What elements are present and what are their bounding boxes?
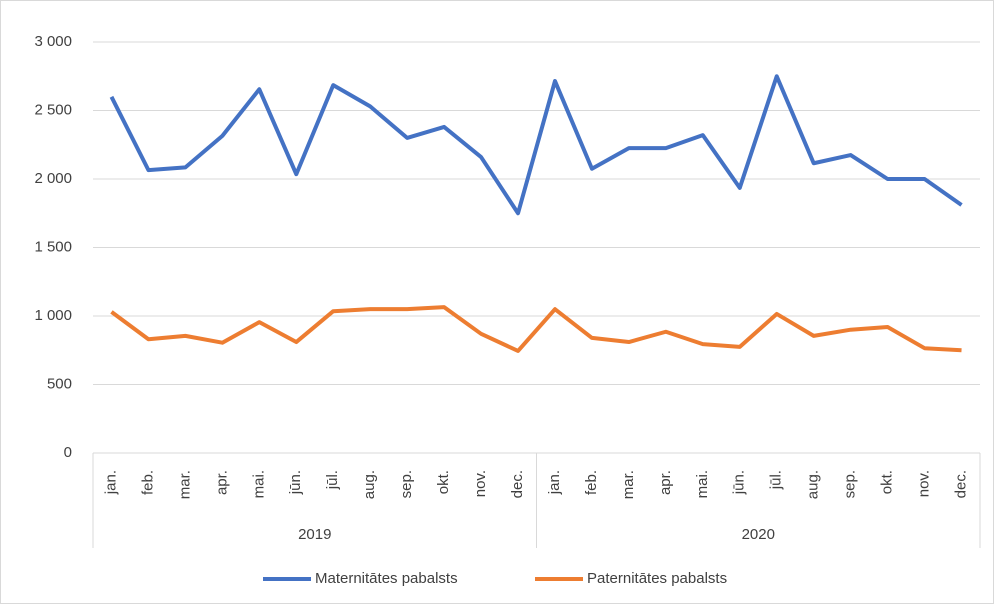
x-tick-label: sep.	[842, 470, 859, 498]
y-tick-label: 1 000	[34, 307, 72, 324]
x-tick-label: mai.	[694, 470, 711, 498]
x-tick-label: mar.	[620, 470, 637, 499]
line-series	[110, 305, 962, 353]
x-tick-label: jan.	[546, 470, 563, 495]
x-tick-label: aug.	[805, 470, 822, 499]
x-tick-label: okt.	[435, 470, 452, 494]
x-tick-label: mai.	[250, 470, 267, 498]
x-tick-label: apr.	[213, 470, 230, 495]
y-tick-label: 2 500	[34, 101, 72, 118]
x-tick-label: feb.	[139, 470, 156, 495]
x-tick-label: nov.	[916, 470, 933, 497]
y-tick-label: 3 000	[34, 33, 72, 50]
y-tick-label: 500	[47, 375, 72, 392]
x-tick-label: mar.	[176, 470, 193, 499]
x-tick-label: jūl.	[324, 470, 341, 490]
x-tick-label: jūn.	[287, 470, 304, 495]
x-tick-label: jūl.	[768, 470, 785, 490]
x-tick-label: aug.	[361, 470, 378, 499]
x-tick-label: dec.	[952, 470, 969, 498]
group-label: 2019	[298, 526, 331, 543]
legend-label: Paternitātes pabalsts	[587, 570, 727, 587]
x-tick-label: feb.	[583, 470, 600, 495]
x-tick-label: dec.	[509, 470, 526, 498]
y-tick-label: 1 500	[34, 238, 72, 255]
x-tick-label: apr.	[657, 470, 674, 495]
y-tick-label: 0	[64, 444, 72, 461]
legend-label: Maternitātes pabalsts	[315, 570, 458, 587]
x-tick-label: nov.	[472, 470, 489, 497]
x-tick-label: sep.	[398, 470, 415, 498]
line-series	[109, 74, 963, 216]
x-tick-label: okt.	[879, 470, 896, 494]
y-tick-label: 2 000	[34, 170, 72, 187]
x-tick-label: jūn.	[731, 470, 748, 495]
group-label: 2020	[742, 526, 775, 543]
x-tick-label: jan.	[102, 470, 119, 495]
